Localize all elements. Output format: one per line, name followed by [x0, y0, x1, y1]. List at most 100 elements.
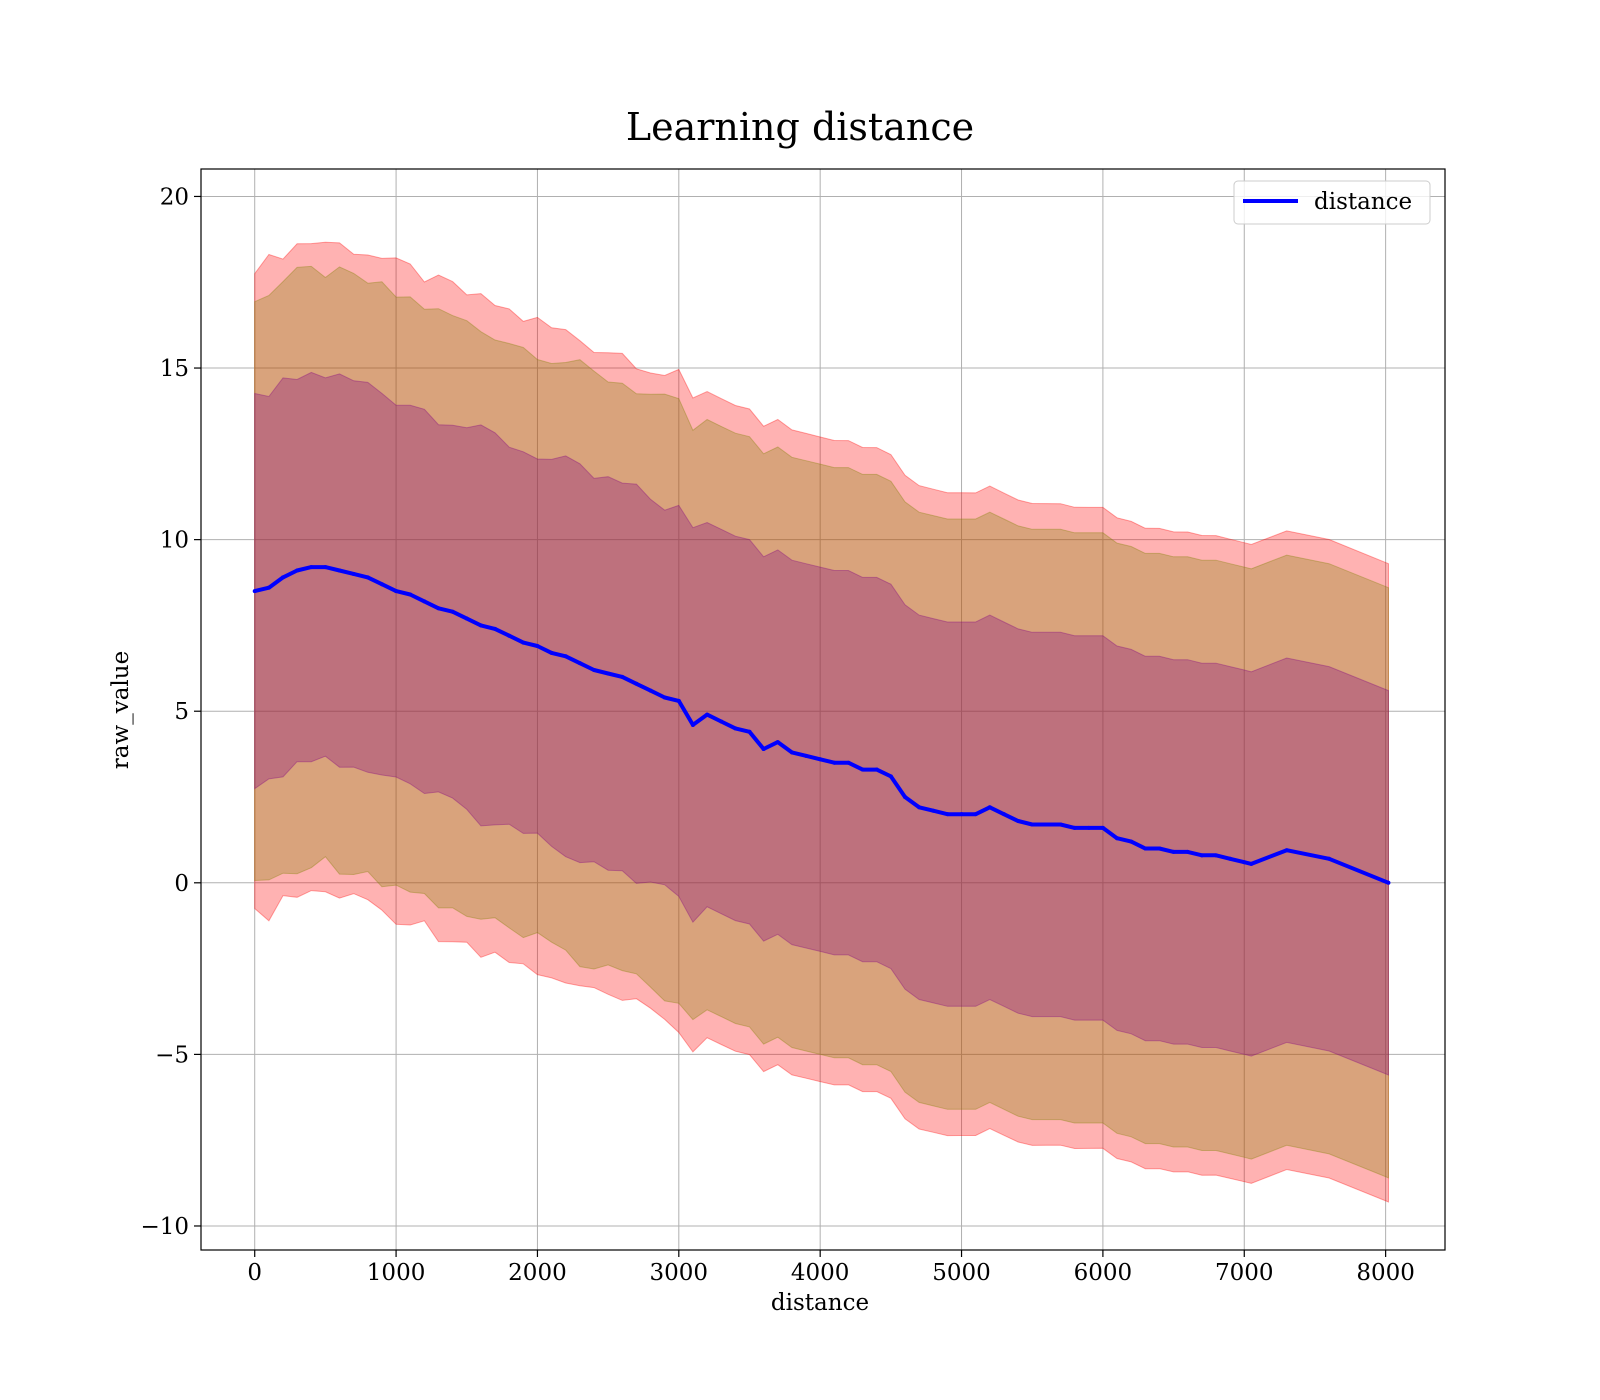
series-point-distance — [280, 575, 285, 580]
series-point-distance — [591, 668, 596, 673]
line-layer — [252, 565, 1391, 885]
series-point-distance — [620, 674, 625, 679]
series-point-distance — [408, 592, 413, 597]
series-point-distance — [1143, 846, 1148, 851]
series-point-distance — [535, 644, 540, 649]
series-point-distance — [549, 650, 554, 655]
series-point-distance — [945, 812, 950, 817]
series-point-distance — [973, 812, 978, 817]
x-tick-label: 4000 — [791, 1260, 850, 1286]
series-point-distance — [860, 767, 865, 772]
series-point-distance — [1386, 880, 1391, 885]
series-point-distance — [888, 774, 893, 779]
series-point-distance — [1016, 819, 1021, 824]
confidence-band-1 — [254, 241, 1389, 1203]
series-point-distance — [252, 589, 257, 594]
series-point-distance — [733, 726, 738, 731]
series-point-distance — [563, 654, 568, 659]
x-tick-label: 1000 — [367, 1260, 426, 1286]
series-point-distance — [690, 722, 695, 727]
series-point-distance — [818, 757, 823, 762]
series-point-distance — [295, 568, 300, 573]
series-point-distance — [1327, 856, 1332, 861]
series-point-distance — [394, 589, 399, 594]
series-point-distance — [521, 640, 526, 645]
series-point-distance — [662, 695, 667, 700]
series-point-distance — [931, 808, 936, 813]
series-point-distance — [309, 565, 314, 570]
confidence-band-2 — [254, 265, 1389, 1179]
series-point-distance — [832, 760, 837, 765]
series-point-distance — [959, 812, 964, 817]
series-point-distance — [747, 729, 752, 734]
series-point-distance — [493, 626, 498, 631]
series-point-distance — [1072, 825, 1077, 830]
legend: distance — [1233, 180, 1431, 225]
y-axis-label: raw_value — [108, 651, 134, 769]
series-point-distance — [987, 805, 992, 810]
series-point-distance — [1058, 822, 1063, 827]
series-point-distance — [323, 565, 328, 570]
series-point-distance — [266, 585, 271, 590]
legend-box — [1233, 180, 1431, 225]
series-point-distance — [1228, 856, 1233, 861]
series-point-distance — [1086, 825, 1091, 830]
series-point-distance — [1001, 812, 1006, 817]
tick-layer: 0 1000 2000 3000 4000 5000 6000 7000 8000 −10 −5 0 5… — [140, 184, 1414, 1286]
series-point-distance — [436, 606, 441, 611]
series-point-distance — [1249, 861, 1254, 866]
series-point-distance — [507, 633, 512, 638]
series-point-distance — [634, 681, 639, 686]
series-point-distance — [1213, 853, 1218, 858]
x-tick-label: 2000 — [508, 1260, 567, 1286]
series-point-distance — [902, 795, 907, 800]
series-point-distance — [1242, 860, 1247, 865]
series-point-distance — [606, 671, 611, 676]
series-point-distance — [450, 609, 455, 614]
series-point-distance — [422, 599, 427, 604]
x-tick-label: 3000 — [650, 1260, 709, 1286]
x-tick-label: 6000 — [1074, 1260, 1133, 1286]
series-point-distance — [1030, 822, 1035, 827]
series-point-distance — [648, 688, 653, 693]
x-tick-label: 7000 — [1215, 1260, 1274, 1286]
x-tick-label: 8000 — [1356, 1260, 1415, 1286]
series-point-distance — [1115, 836, 1120, 841]
x-axis-label: distance — [771, 1290, 869, 1316]
y-tick-label: 5 — [174, 699, 189, 725]
series-point-distance — [337, 568, 342, 573]
series-point-distance — [478, 623, 483, 628]
series-point-distance — [676, 698, 681, 703]
chart-title: Learning distance — [626, 105, 974, 149]
series-point-distance — [1157, 846, 1162, 851]
series-point-distance — [846, 760, 851, 765]
series-point-distance — [761, 746, 766, 751]
y-tick-label: 0 — [174, 871, 189, 897]
series-point-distance — [351, 571, 356, 576]
series-point-distance — [1199, 853, 1204, 858]
series-point-distance — [775, 740, 780, 745]
y-tick-label: −5 — [155, 1042, 189, 1068]
y-tick-label: 10 — [160, 528, 189, 554]
series-point-distance — [719, 719, 724, 724]
series-point-distance — [1100, 825, 1105, 830]
plot-frame — [200, 168, 1446, 1251]
x-tick-label: 5000 — [932, 1260, 991, 1286]
series-point-distance — [365, 575, 370, 580]
y-tick-label: −10 — [140, 1214, 189, 1240]
series-point-distance — [1044, 822, 1049, 827]
y-tick-label: 20 — [160, 184, 189, 210]
band-layer — [254, 241, 1389, 1203]
confidence-band-3 — [254, 371, 1389, 1076]
series-point-distance — [789, 750, 794, 755]
grid-layer — [201, 169, 1445, 1250]
series-point-distance — [464, 616, 469, 621]
series-point-distance — [1185, 849, 1190, 854]
series-point-distance — [804, 753, 809, 758]
series-point-distance — [1171, 849, 1176, 854]
series-point-distance — [874, 767, 879, 772]
x-tick-label: 0 — [247, 1260, 262, 1286]
